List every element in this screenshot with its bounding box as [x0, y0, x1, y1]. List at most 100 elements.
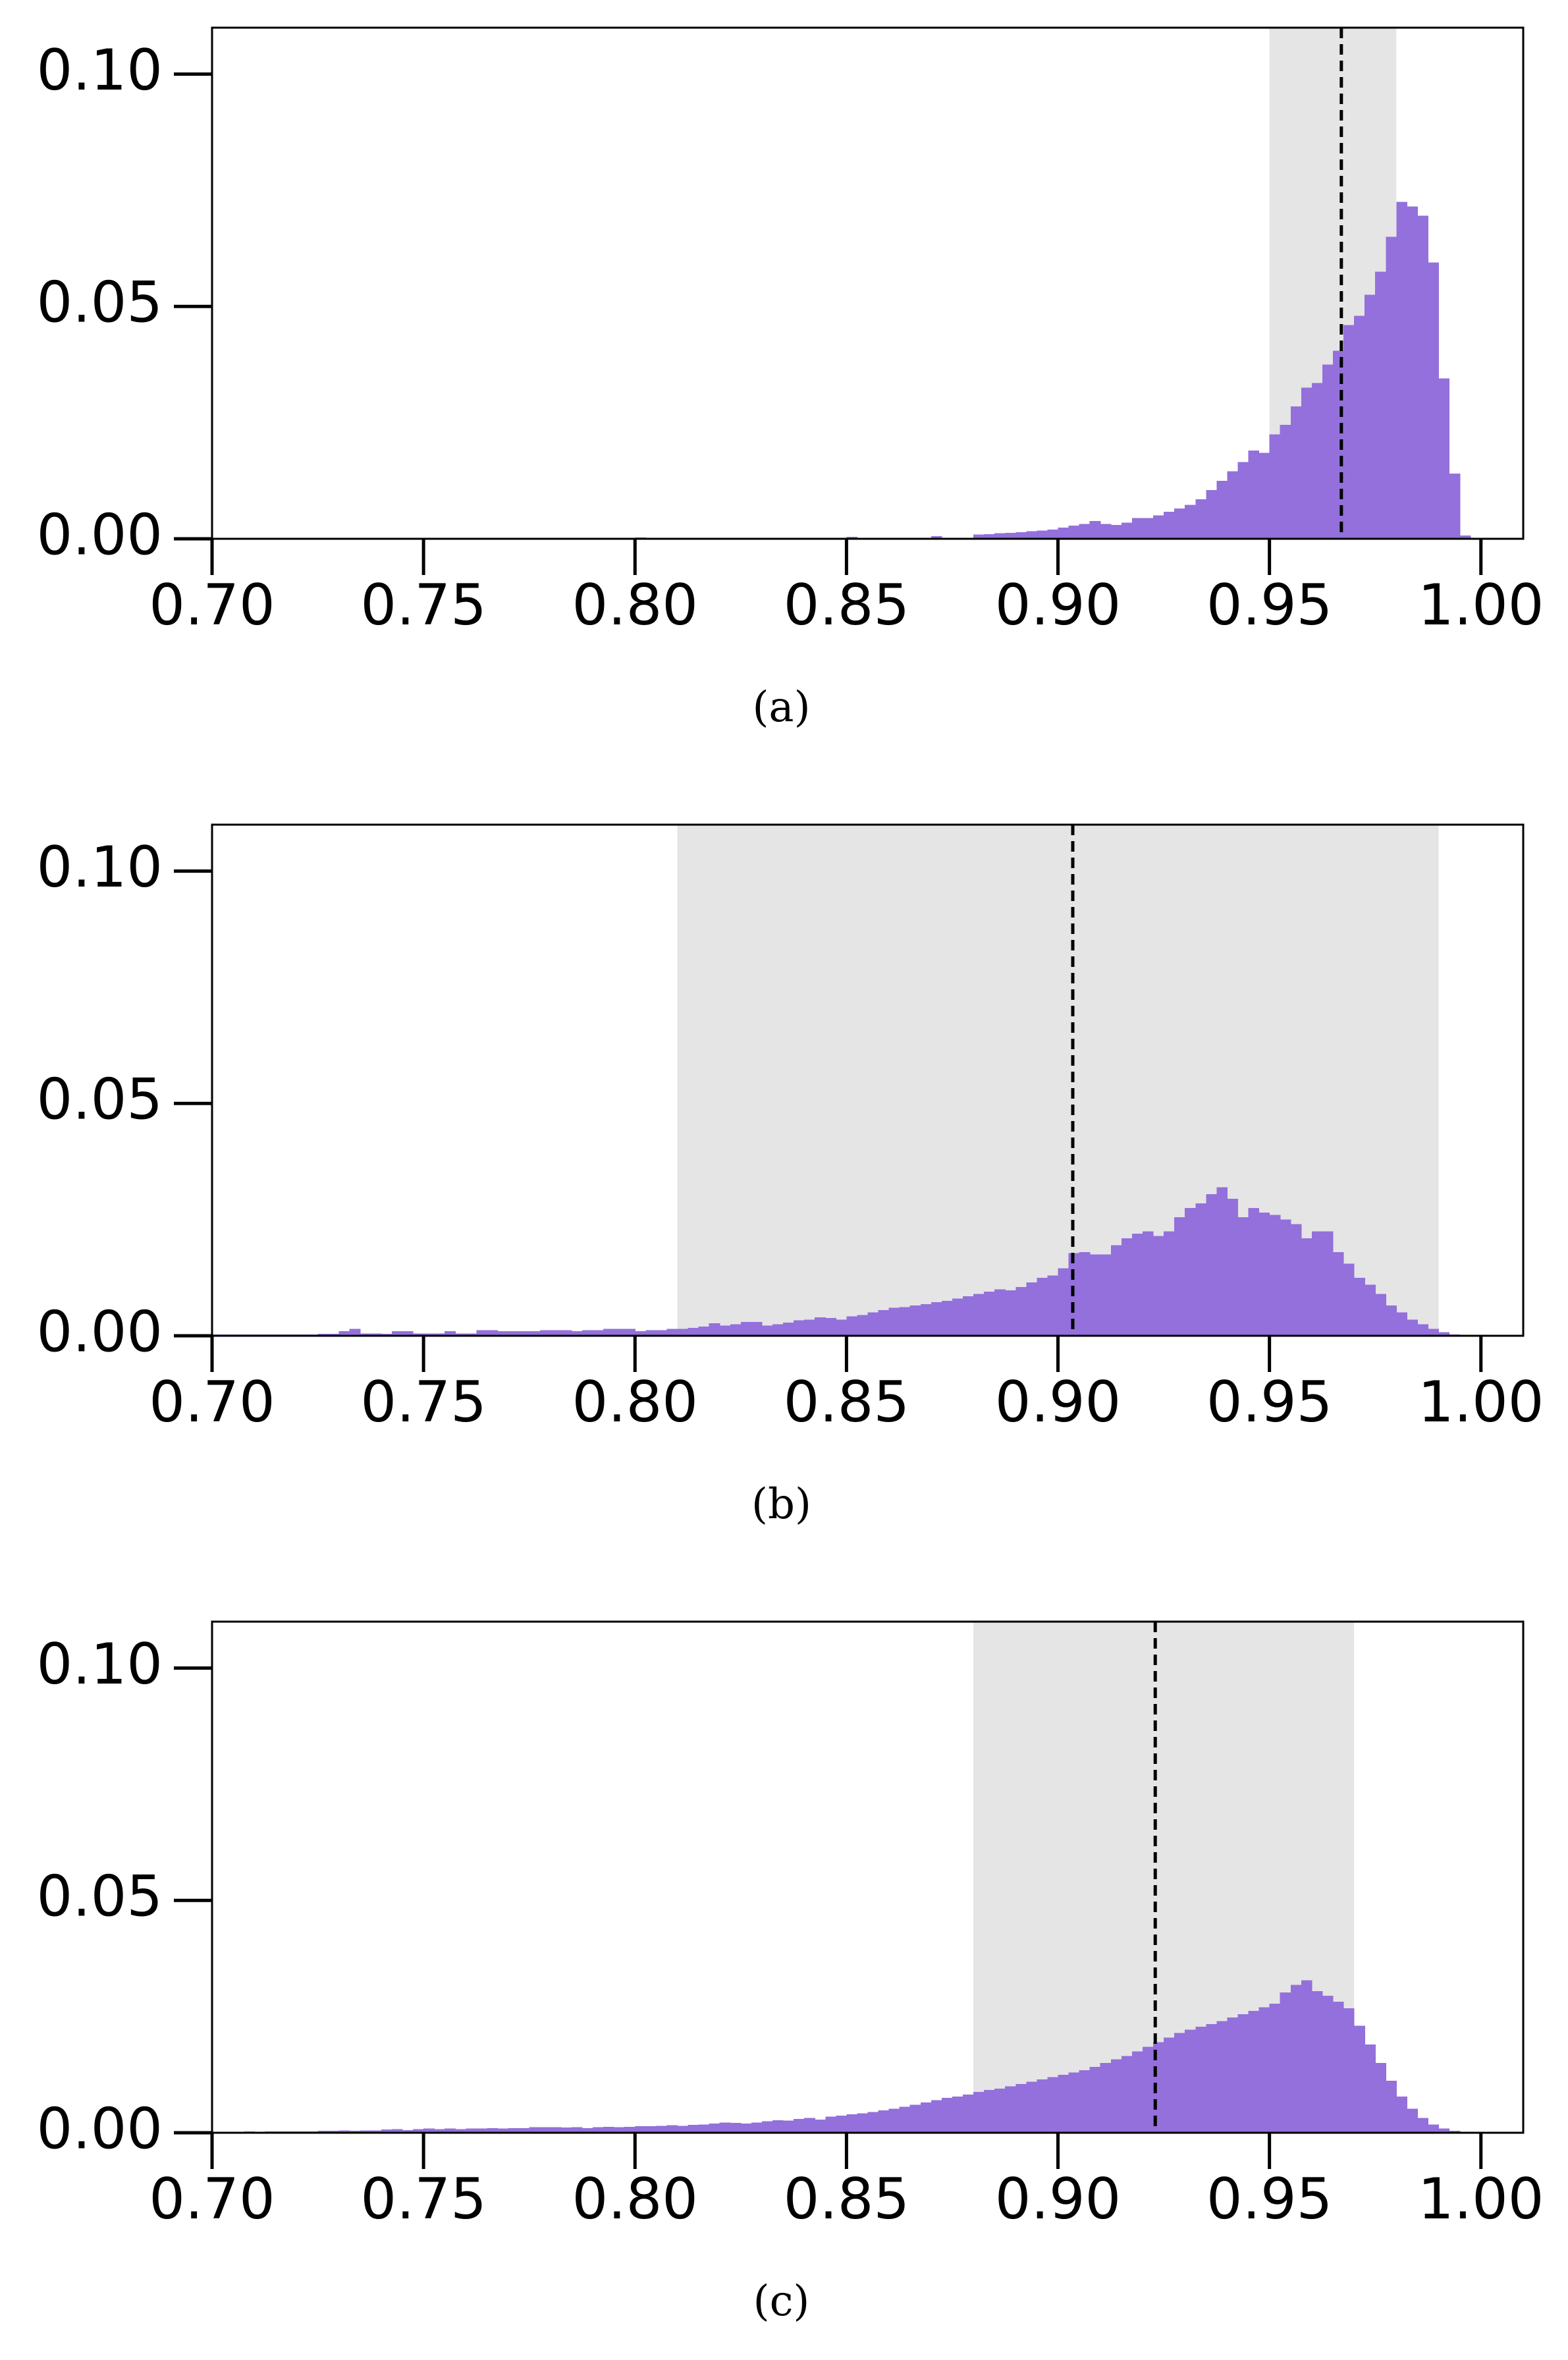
- histogram-bar: [1269, 2003, 1281, 2133]
- histogram-bar: [1343, 2008, 1355, 2133]
- histogram-panel-1: 0.00 0.05 0.10 0.70 0.75 0.80 0.85 0.90 0.95 1.00…: [37, 26, 1544, 732]
- histogram-bar: [1195, 2027, 1206, 2133]
- histogram-bar: [593, 2127, 604, 2133]
- y-tick-label: 0.10: [37, 1632, 163, 1697]
- histogram-bar: [391, 2129, 403, 2133]
- x-tick-label: 0.80: [572, 2166, 698, 2232]
- histogram-bar: [423, 1333, 435, 1336]
- histogram-bar: [1195, 499, 1206, 539]
- histogram-bar: [645, 2126, 657, 2133]
- histogram-bar: [370, 2130, 382, 2133]
- histogram-bar: [1153, 515, 1164, 539]
- histogram-bar: [466, 1333, 477, 1336]
- histogram-bar: [1428, 1329, 1440, 1336]
- histogram-bar: [1322, 1231, 1334, 1336]
- histogram-bar: [1089, 2066, 1101, 2133]
- histogram-bar: [1417, 215, 1429, 539]
- histogram-bar: [1386, 2080, 1397, 2133]
- x-tick-label: 1.00: [1418, 2166, 1544, 2232]
- histogram-bar: [614, 1329, 625, 1336]
- histogram-bar: [698, 1326, 710, 1336]
- histogram-bar: [614, 2127, 625, 2133]
- histogram-bar: [783, 1323, 794, 1336]
- x-tick-label: 0.90: [995, 1369, 1121, 1435]
- histogram-bar: [360, 1333, 371, 1336]
- histogram-bar: [1227, 471, 1239, 539]
- histogram-bar: [508, 2127, 520, 2133]
- histogram-bar: [1428, 2124, 1440, 2133]
- histogram-bar: [1237, 2014, 1249, 2133]
- histogram-bar: [1206, 489, 1217, 539]
- histogram-bar: [402, 2129, 414, 2133]
- panel-caption: (a): [752, 683, 810, 732]
- histogram-bar: [846, 2114, 858, 2133]
- histogram-bar: [1142, 2046, 1154, 2133]
- histogram-bar: [624, 2126, 635, 2133]
- x-tick-label: 0.80: [572, 572, 698, 638]
- histogram-bar: [1227, 2017, 1239, 2133]
- histogram-bar: [666, 2125, 678, 2133]
- histogram-bar: [994, 533, 1006, 539]
- histogram-bar: [931, 2100, 942, 2133]
- histogram-bar: [1026, 531, 1038, 539]
- histogram-bar: [1438, 2128, 1450, 2133]
- histogram-bar: [434, 1333, 445, 1336]
- histogram-bar: [1195, 1203, 1206, 1336]
- histogram-bar: [719, 1325, 731, 1336]
- histogram-bar: [1015, 532, 1027, 539]
- histogram-bar: [1185, 2029, 1196, 2133]
- histogram-bar: [920, 2102, 932, 2133]
- x-tick-label: 0.95: [1206, 1369, 1332, 1435]
- histogram-bar: [518, 1331, 530, 1336]
- histogram-bar: [1417, 1324, 1429, 1336]
- histogram-bar: [1164, 2037, 1175, 2133]
- histogram-bar: [656, 1330, 668, 1336]
- histogram-bar: [571, 2127, 583, 2133]
- histogram-bar: [984, 534, 995, 539]
- histogram-bar: [1417, 2118, 1429, 2133]
- histogram-bar: [1258, 453, 1270, 539]
- histogram-bar: [1015, 1286, 1027, 1336]
- histogram-bar: [1216, 2021, 1228, 2133]
- histogram-bar: [1185, 1208, 1196, 1336]
- histogram-bar: [381, 2129, 392, 2133]
- histogram-bar: [1343, 1263, 1355, 1336]
- histogram-bar: [1164, 512, 1175, 539]
- x-tick-label: 0.85: [784, 2166, 909, 2232]
- y-tick-label: 0.10: [37, 835, 163, 900]
- histogram-bar: [1459, 535, 1471, 539]
- histogram-bar: [1237, 462, 1249, 539]
- histogram-bar: [867, 1312, 879, 1336]
- histogram-bar: [497, 1331, 509, 1336]
- histogram-bar: [1131, 2051, 1143, 2133]
- histogram-bar: [1280, 1219, 1291, 1336]
- histogram-bar: [1343, 325, 1355, 539]
- histogram-bar: [1089, 521, 1101, 539]
- histogram-bar: [1100, 1254, 1112, 1336]
- histogram-bar: [1407, 206, 1419, 539]
- axes-frame: [211, 1620, 1525, 2134]
- histogram-bar: [909, 1305, 921, 1336]
- histogram-bar: [487, 1330, 499, 1336]
- histogram-bar: [1142, 1231, 1154, 1336]
- histogram-bar: [434, 2129, 445, 2133]
- histogram-bar: [740, 2123, 752, 2133]
- histogram-bar: [1005, 532, 1016, 539]
- histogram-bar: [349, 1329, 361, 1336]
- histogram-bar: [1428, 262, 1440, 539]
- histogram-bar: [677, 2126, 689, 2133]
- y-tick-label: 0.05: [37, 1067, 163, 1133]
- histogram-bar: [963, 1296, 974, 1336]
- histogram-bar: [1121, 2056, 1133, 2133]
- x-tick-label: 0.75: [360, 1369, 486, 1435]
- histogram-bar: [1058, 528, 1069, 539]
- histogram-bar: [1079, 2070, 1091, 2133]
- histogram-bar: [677, 1329, 689, 1336]
- histogram-bar: [1131, 518, 1143, 539]
- x-tick-label: 0.80: [572, 1369, 698, 1435]
- histogram-bar: [888, 1307, 900, 1336]
- histogram-bar: [984, 1291, 995, 1336]
- histogram-bar: [1110, 524, 1122, 539]
- panel-caption: (b): [751, 1480, 811, 1529]
